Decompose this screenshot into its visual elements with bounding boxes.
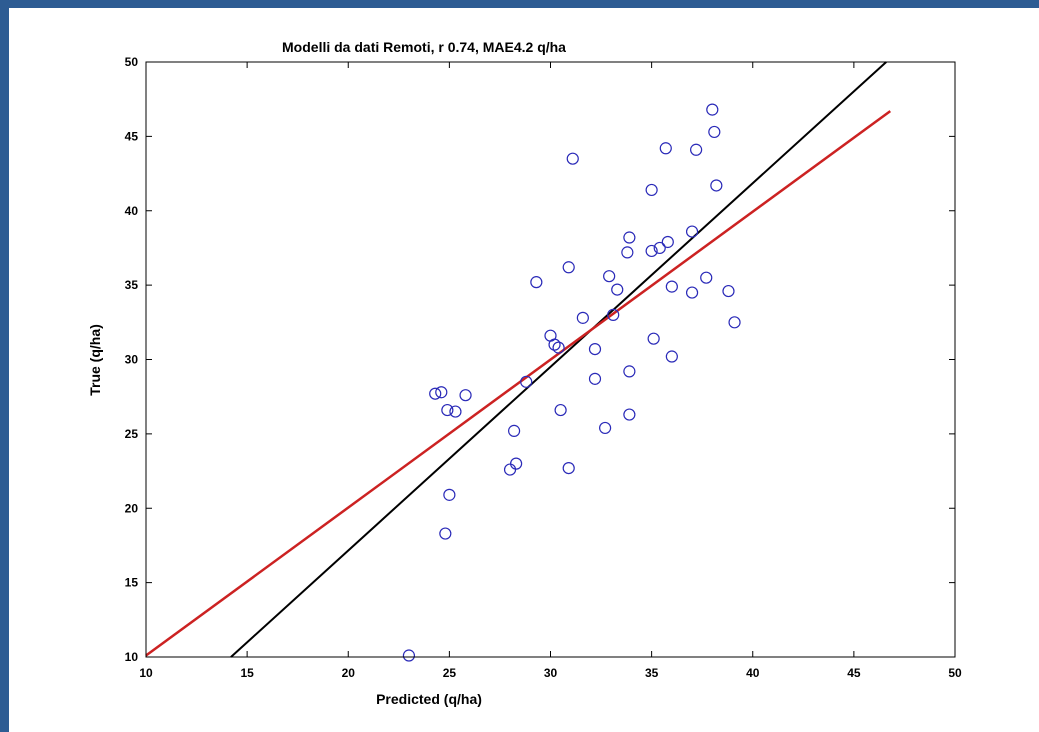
y-tick-label: 20	[125, 501, 139, 515]
data-point	[441, 403, 454, 417]
data-point	[659, 142, 672, 155]
data-point	[623, 365, 636, 378]
data-point	[520, 375, 533, 388]
data-point	[599, 421, 612, 435]
x-tick-label: 15	[240, 666, 254, 680]
data-point	[661, 235, 674, 249]
data-point	[510, 457, 523, 470]
data-point	[710, 179, 723, 192]
data-point	[566, 152, 579, 165]
data-point	[728, 316, 741, 329]
data-point	[507, 424, 521, 437]
data-point	[439, 527, 452, 540]
data-point	[562, 261, 575, 274]
data-point	[548, 338, 561, 351]
x-tick-label: 50	[948, 666, 962, 680]
data-point	[645, 183, 658, 197]
data-point	[623, 408, 636, 421]
data-point	[645, 244, 658, 258]
chart-title: Modelli da dati Remoti, r 0.74, MAE4.2 q…	[282, 39, 566, 55]
data-point	[706, 103, 719, 116]
x-tick-label: 25	[443, 666, 457, 680]
data-point	[623, 231, 636, 244]
data-point	[607, 308, 620, 321]
y-tick-label: 25	[125, 427, 139, 441]
data-point	[588, 342, 602, 356]
data-point	[685, 225, 699, 238]
x-tick-label: 40	[746, 666, 760, 680]
y-tick-label: 35	[125, 278, 139, 292]
data-point	[653, 241, 666, 255]
scatter-chart: Modelli da dati Remoti, r 0.74, MAE4.2 q…	[87, 39, 962, 707]
data-point	[708, 125, 721, 139]
data-point	[443, 488, 456, 501]
data-point	[588, 372, 602, 385]
data-point	[576, 311, 589, 324]
identity-line	[230, 61, 887, 658]
data-point	[621, 246, 634, 259]
data-point	[552, 341, 565, 354]
data-point	[459, 389, 472, 402]
data-point	[611, 283, 624, 296]
data-point	[530, 276, 543, 289]
y-tick-label: 45	[125, 129, 139, 143]
data-point	[429, 387, 442, 400]
y-tick-label: 15	[125, 576, 139, 590]
data-points	[402, 103, 741, 662]
data-point	[647, 332, 660, 345]
data-point	[722, 284, 735, 298]
x-tick-label: 10	[139, 666, 153, 680]
x-axis-label: Predicted (q/ha)	[376, 691, 482, 707]
regression-line	[145, 110, 892, 657]
data-point	[435, 386, 448, 399]
data-point	[665, 280, 678, 293]
y-tick-label: 30	[125, 353, 139, 367]
data-point	[603, 270, 616, 283]
x-tick-label: 35	[645, 666, 659, 680]
data-point	[449, 405, 462, 418]
data-point	[685, 286, 699, 299]
data-point	[554, 403, 567, 417]
y-tick-label: 10	[125, 650, 139, 664]
x-tick-label: 45	[847, 666, 861, 680]
data-point	[700, 271, 713, 284]
x-axis-ticks: 10 15 20 25 30 35 40 45 50	[139, 62, 962, 680]
data-point	[402, 649, 416, 662]
y-axis-ticks: 10 15 20 25 30 35 40 45 50	[125, 55, 955, 664]
y-tick-label: 40	[125, 204, 139, 218]
x-tick-label: 30	[544, 666, 558, 680]
x-tick-label: 20	[342, 666, 356, 680]
data-point	[503, 463, 517, 476]
data-point	[690, 143, 703, 156]
fit-lines	[145, 61, 892, 658]
data-point	[562, 461, 575, 475]
data-point	[665, 350, 678, 363]
y-axis-label: True (q/ha)	[87, 324, 103, 396]
y-tick-label: 50	[125, 55, 139, 69]
